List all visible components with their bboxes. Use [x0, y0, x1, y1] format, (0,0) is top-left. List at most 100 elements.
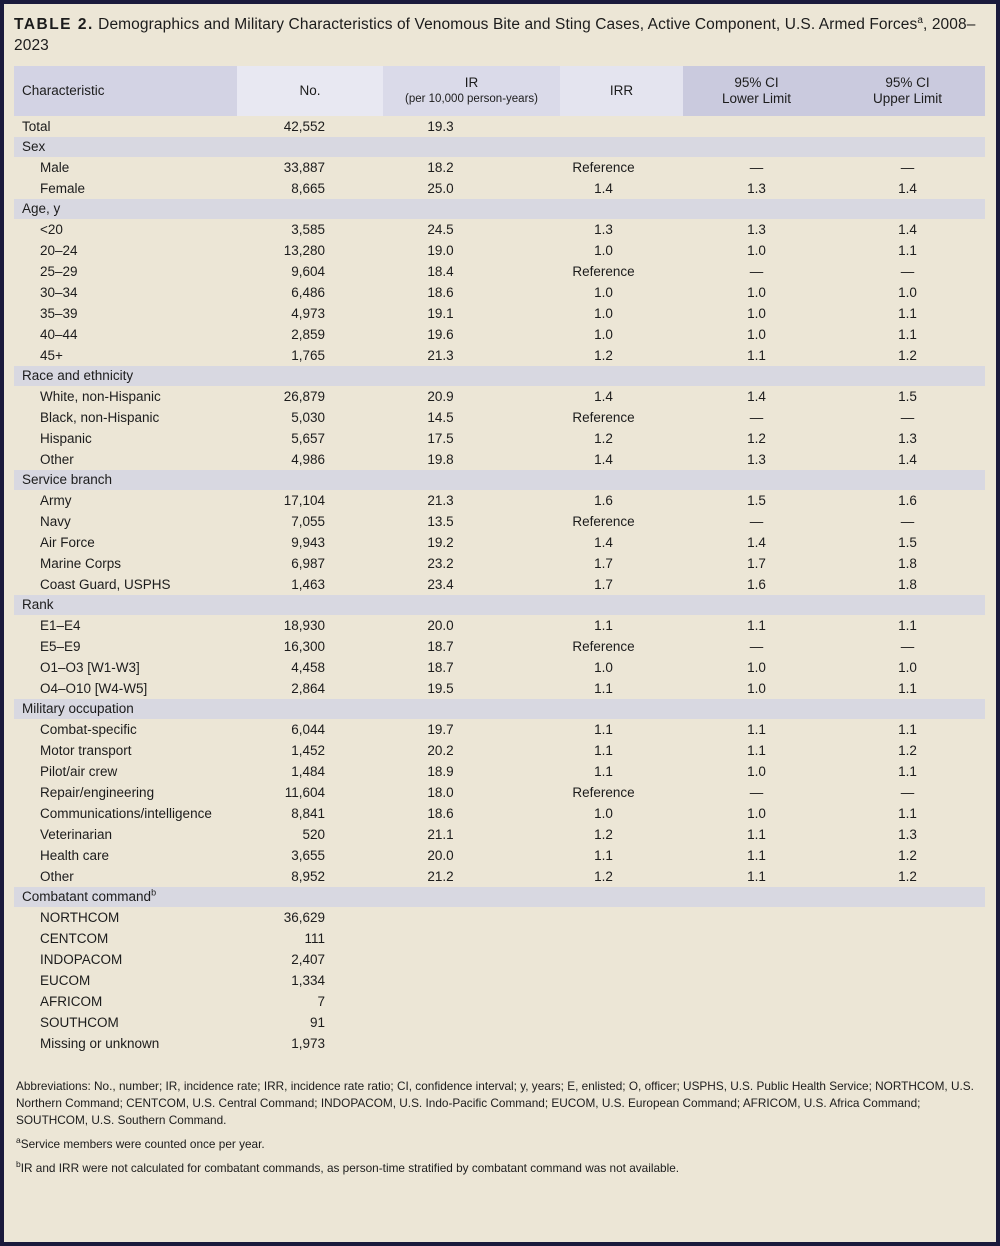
table-row: Hispanic 5,657 17.5 1.2 1.2 1.3 — [14, 428, 985, 449]
ci-lower-cell: 1.1 — [747, 869, 766, 884]
ir-cell: 18.7 — [427, 639, 454, 654]
ir-cell: 18.7 — [427, 660, 454, 675]
irr-cell: 1.2 — [594, 348, 613, 363]
characteristic-cell: Army — [40, 493, 72, 508]
irr-cell — [560, 991, 683, 1012]
ci-lower-cell: 1.0 — [747, 327, 766, 342]
section-label: Age, y — [14, 199, 985, 219]
no-cell: 1,484 — [291, 764, 325, 779]
no-cell: 13,280 — [283, 243, 325, 258]
ci-upper-cell: 1.1 — [898, 618, 917, 633]
ci-upper-cell: 1.4 — [898, 181, 917, 196]
demographics-table: Characteristic No. IR (per 10,000 person… — [14, 66, 985, 1054]
no-cell: 2,407 — [291, 952, 325, 967]
ir-cell — [383, 928, 560, 949]
table-row: White, non-Hispanic 26,879 20.9 1.4 1.4 1.5 — [14, 386, 985, 407]
ci-lower-cell: 1.0 — [747, 660, 766, 675]
ir-cell: 23.2 — [427, 556, 454, 571]
no-cell: 8,952 — [291, 869, 325, 884]
irr-cell: 1.7 — [594, 577, 613, 592]
no-cell: 7,055 — [291, 514, 325, 529]
footnotes: Abbreviations: No., number; IR, incidenc… — [16, 1078, 984, 1177]
characteristic-cell: Coast Guard, USPHS — [40, 577, 171, 592]
table-row: AFRICOM 7 — [14, 991, 985, 1012]
irr-cell — [560, 949, 683, 970]
section-label: Combatant commandb — [14, 887, 985, 907]
ci-lower-cell — [683, 1012, 830, 1033]
table-row: SOUTHCOM 91 — [14, 1012, 985, 1033]
ci-upper-cell — [830, 1033, 985, 1054]
no-cell: 3,585 — [291, 222, 325, 237]
ci-upper-cell: 1.8 — [898, 556, 917, 571]
table-row: Black, non-Hispanic 5,030 14.5 Reference — — — [14, 407, 985, 428]
no-cell: 7 — [317, 994, 325, 1009]
ir-cell: 19.6 — [427, 327, 454, 342]
footnote-a-text: Service members were counted once per ye… — [20, 1137, 265, 1151]
ir-cell: 18.6 — [427, 285, 454, 300]
no-cell: 9,604 — [291, 264, 325, 279]
characteristic-cell: Health care — [40, 848, 110, 863]
characteristic-cell: SOUTHCOM — [40, 1015, 119, 1030]
characteristic-cell: Other — [40, 452, 74, 467]
ci-lower-cell: 1.3 — [747, 452, 766, 467]
irr-cell: Reference — [572, 514, 635, 529]
ci-upper-cell: 1.1 — [898, 306, 917, 321]
ci-lower-cell: — — [749, 785, 764, 800]
characteristic-cell: Air Force — [40, 535, 95, 550]
footnote-a: aService members were counted once per y… — [16, 1136, 984, 1153]
irr-cell: 1.3 — [594, 222, 613, 237]
ir-cell — [383, 991, 560, 1012]
section-row: Service branch — [14, 470, 985, 490]
col-header-no: No. — [237, 66, 383, 116]
footnote-b-text: IR and IRR were not calculated for comba… — [20, 1161, 680, 1175]
col-header-ci-upper: 95% CI Upper Limit — [830, 66, 985, 116]
characteristic-cell: Navy — [40, 514, 71, 529]
ir-cell: 19.0 — [427, 243, 454, 258]
irr-cell: Reference — [572, 785, 635, 800]
section-row: Race and ethnicity — [14, 366, 985, 386]
ci-upper-cell — [830, 116, 985, 137]
irr-cell — [560, 1033, 683, 1054]
characteristic-cell: E1–E4 — [40, 618, 81, 633]
ir-cell: 18.0 — [427, 785, 454, 800]
ir-cell: 20.9 — [427, 389, 454, 404]
ir-cell: 20.0 — [427, 848, 454, 863]
characteristic-cell: 30–34 — [40, 285, 78, 300]
ci-lower-cell: 1.3 — [747, 181, 766, 196]
ir-cell: 25.0 — [427, 181, 454, 196]
ci-upper-cell: 1.8 — [898, 577, 917, 592]
no-cell: 9,943 — [291, 535, 325, 550]
table-row: Missing or unknown 1,973 — [14, 1033, 985, 1054]
ir-cell: 14.5 — [427, 410, 454, 425]
ci-upper-cell — [830, 1012, 985, 1033]
irr-cell: Reference — [572, 264, 635, 279]
ci-upper-cell: 1.4 — [898, 452, 917, 467]
irr-cell: 1.0 — [594, 285, 613, 300]
no-cell: 111 — [304, 931, 325, 946]
no-cell: 6,486 — [291, 285, 325, 300]
ci-upper-cell: 1.3 — [898, 827, 917, 842]
ci-upper-cell: — — [900, 160, 915, 175]
ir-cell — [383, 907, 560, 928]
section-label: Sex — [14, 137, 985, 157]
table-row: Motor transport 1,452 20.2 1.1 1.1 1.2 — [14, 740, 985, 761]
characteristic-cell: Black, non-Hispanic — [40, 410, 160, 425]
ci-upper-cell: 1.3 — [898, 431, 917, 446]
irr-cell: 1.0 — [594, 327, 613, 342]
ir-cell: 21.2 — [427, 869, 454, 884]
ci-upper-cell: — — [900, 785, 915, 800]
ci-lower-cell — [683, 907, 830, 928]
irr-cell: 1.7 — [594, 556, 613, 571]
ir-cell: 24.5 — [427, 222, 454, 237]
irr-cell: 1.0 — [594, 806, 613, 821]
characteristic-cell: INDOPACOM — [40, 952, 123, 967]
ci-lower-cell: — — [749, 514, 764, 529]
table-title: TABLE 2. Demographics and Military Chara… — [14, 14, 986, 56]
section-row: Sex — [14, 137, 985, 157]
no-cell: 42,552 — [283, 119, 325, 134]
footnote-b: bIR and IRR were not calculated for comb… — [16, 1160, 984, 1177]
ci-lower-cell: 1.1 — [747, 618, 766, 633]
section-footnote-marker: b — [151, 887, 157, 898]
characteristic-cell: AFRICOM — [40, 994, 103, 1009]
ci-lower-cell: — — [749, 264, 764, 279]
